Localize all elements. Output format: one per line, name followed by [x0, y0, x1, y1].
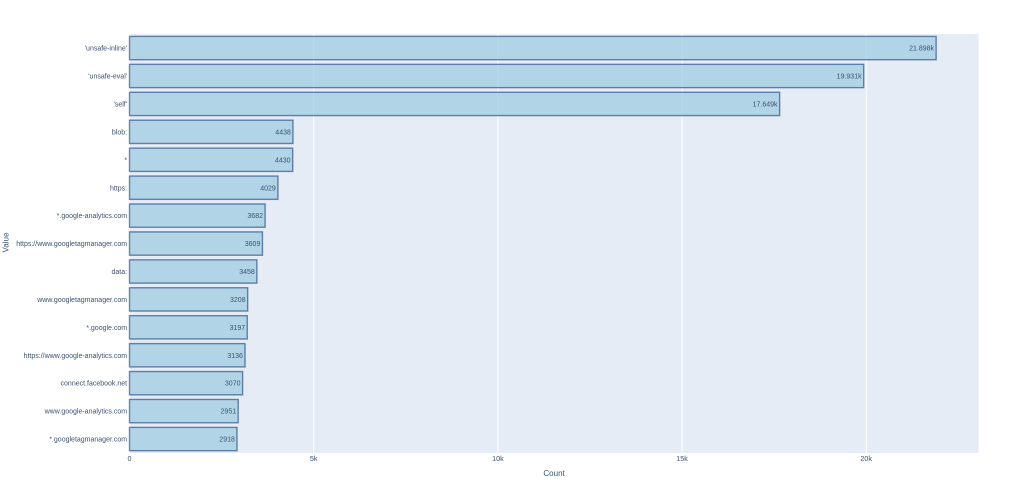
svg-text:3197: 3197	[230, 325, 246, 332]
svg-text:21.898k: 21.898k	[909, 46, 934, 53]
svg-text:3458: 3458	[239, 269, 255, 276]
svg-text:3609: 3609	[245, 241, 261, 248]
svg-text:4438: 4438	[275, 129, 291, 136]
svg-text:3136: 3136	[227, 353, 243, 360]
svg-text:3070: 3070	[225, 381, 241, 388]
svg-text:'self': 'self'	[114, 101, 128, 108]
svg-text:https:: https:	[110, 185, 127, 192]
svg-text:https://www.googletagmanager.c: https://www.googletagmanager.com	[16, 241, 127, 248]
svg-text:connect.facebook.net: connect.facebook.net	[61, 381, 128, 388]
svg-text:www.google-analytics.com: www.google-analytics.com	[44, 409, 128, 416]
svg-text:*.googletagmanager.com: *.googletagmanager.com	[49, 437, 127, 444]
svg-text:4430: 4430	[275, 157, 291, 164]
svg-text:www.googletagmanager.com: www.googletagmanager.com	[36, 297, 127, 304]
svg-text:0: 0	[128, 454, 132, 463]
svg-text:Value: Value	[1, 232, 10, 252]
svg-text:*.google.com: *.google.com	[86, 325, 127, 332]
svg-text:5k: 5k	[310, 454, 318, 463]
svg-text:'unsafe-inline': 'unsafe-inline'	[85, 46, 127, 53]
svg-text:3208: 3208	[230, 297, 246, 304]
svg-text:15k: 15k	[676, 454, 688, 463]
svg-text:2951: 2951	[221, 409, 237, 416]
svg-text:17.649k: 17.649k	[753, 101, 778, 108]
svg-text:*.google-analytics.com: *.google-analytics.com	[57, 213, 128, 220]
svg-text:3682: 3682	[247, 213, 263, 220]
svg-text:*: *	[124, 157, 127, 164]
svg-text:4029: 4029	[260, 185, 276, 192]
svg-text:data:: data:	[112, 269, 128, 276]
svg-text:2918: 2918	[219, 437, 235, 444]
svg-text:10k: 10k	[492, 454, 504, 463]
svg-text:blob:: blob:	[112, 129, 127, 136]
svg-text:20k: 20k	[860, 454, 872, 463]
svg-text:https://www.google-analytics.c: https://www.google-analytics.com	[24, 353, 128, 360]
svg-text:'unsafe-eval': 'unsafe-eval'	[88, 74, 127, 81]
svg-text:Count: Count	[543, 469, 565, 478]
svg-text:19.931k: 19.931k	[837, 74, 862, 81]
